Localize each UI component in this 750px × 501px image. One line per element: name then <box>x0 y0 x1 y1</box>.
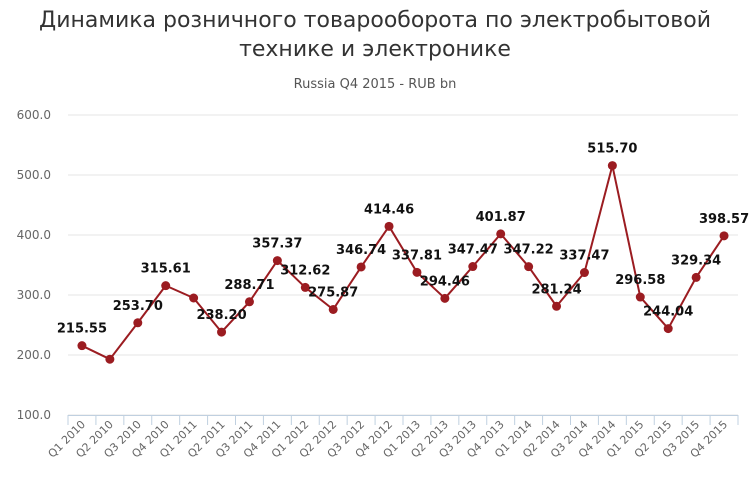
data-point <box>412 267 422 277</box>
data-label: 515.70 <box>587 142 637 157</box>
data-point <box>77 341 87 351</box>
data-point <box>635 292 645 302</box>
series <box>77 161 729 364</box>
data-point <box>105 354 115 364</box>
chart-subtitle: Russia Q4 2015 - RUB bn <box>293 77 457 92</box>
data-label: 315.61 <box>141 262 191 277</box>
y-tick-label: 100.0 <box>17 408 51 422</box>
data-point <box>440 293 450 303</box>
data-label: 253.70 <box>113 299 163 314</box>
data-point <box>691 272 701 282</box>
data-label: 346.74 <box>336 243 386 258</box>
data-point <box>328 304 338 314</box>
y-axis: 100.0 200.0 300.0 400.0 500.0 600.0 <box>17 108 51 422</box>
data-label: 294.46 <box>420 274 470 289</box>
data-label: 329.34 <box>671 253 721 268</box>
data-label: 401.87 <box>476 210 526 225</box>
data-label: 347.47 <box>448 243 498 258</box>
y-tick-label: 300.0 <box>17 288 51 302</box>
data-point <box>189 293 199 303</box>
data-label: 414.46 <box>364 202 414 217</box>
data-point <box>607 161 617 171</box>
series-line <box>81 164 725 361</box>
data-point <box>552 301 562 311</box>
data-point <box>272 256 282 266</box>
data-point <box>244 297 254 307</box>
data-label: 215.55 <box>57 322 107 337</box>
data-label: 244.04 <box>643 305 693 320</box>
y-tick-label: 400.0 <box>17 228 51 242</box>
data-point <box>384 221 394 231</box>
data-label: 347.22 <box>504 243 554 258</box>
data-label: 275.87 <box>308 285 358 300</box>
data-point <box>133 318 143 328</box>
y-tick-label: 500.0 <box>17 168 51 182</box>
data-label: 337.47 <box>559 249 609 264</box>
data-label: 337.81 <box>392 248 442 263</box>
data-labels: 215.55 253.70 315.61 238.20 288.71 357.37 312.… <box>57 142 749 337</box>
data-point <box>663 324 673 334</box>
data-point <box>161 281 171 291</box>
data-point <box>579 268 589 278</box>
data-label: 288.71 <box>224 278 274 293</box>
data-label: 296.58 <box>615 273 665 288</box>
y-tick-label: 600.0 <box>17 108 51 122</box>
data-point <box>356 262 366 272</box>
data-label: 312.62 <box>280 263 330 278</box>
data-label: 357.37 <box>252 237 302 252</box>
data-point <box>496 229 506 239</box>
chart-title: Динамика розничного товарооборота по эле… <box>39 8 711 62</box>
data-point <box>524 262 534 272</box>
data-label: 238.20 <box>196 308 246 323</box>
data-point <box>468 262 478 272</box>
data-point <box>719 231 729 241</box>
data-point <box>217 327 227 337</box>
data-label: 281.24 <box>531 282 581 297</box>
y-tick-label: 200.0 <box>17 348 51 362</box>
data-point <box>300 282 310 292</box>
data-label: 398.57 <box>699 212 749 227</box>
